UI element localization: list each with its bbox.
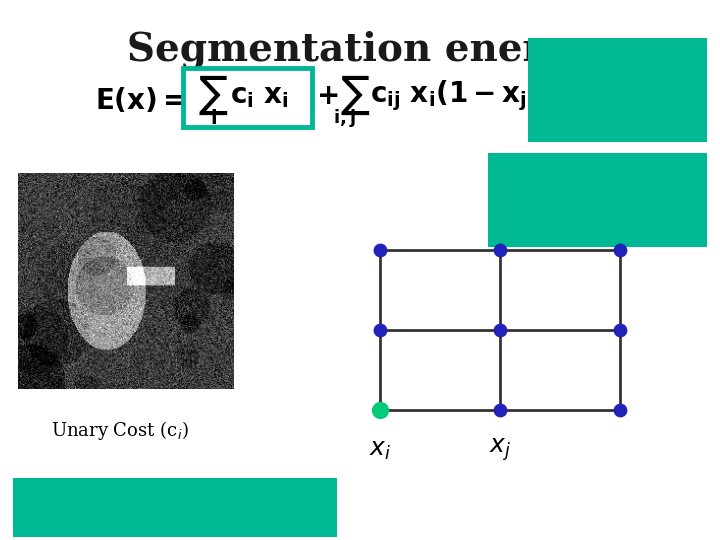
Text: n = number of: n = number of [500,171,645,189]
Point [374,406,386,414]
FancyBboxPatch shape [13,478,337,537]
FancyBboxPatch shape [488,153,707,247]
Point [494,326,505,334]
Text: 1 $\rightarrow$ bg: 1 $\rightarrow$ bg [583,107,652,129]
FancyBboxPatch shape [528,38,707,142]
Text: $x_i$: $x_i$ [369,438,391,462]
Point [614,246,626,254]
Text: $\mathbf{\sum}$: $\mathbf{\sum}$ [198,73,228,117]
Text: $\mathbf{\sum}$: $\mathbf{\sum}$ [340,73,370,117]
Text: Segmentation energy: Segmentation energy [127,31,593,69]
Text: $\mathbf{i,j}$: $\mathbf{i,j}$ [333,107,356,129]
Text: pixels: pixels [500,206,559,224]
Text: Bright: Bright [210,498,273,516]
Text: 0 $\rightarrow$ fg: 0 $\rightarrow$ fg [586,79,649,101]
Text: $x_j$: $x_j$ [489,437,511,463]
Text: $\mathbf{c_i\ x_i}$: $\mathbf{c_i\ x_i}$ [230,82,289,110]
Text: $\mathbf{i}$: $\mathbf{i}$ [210,109,217,127]
Text: $\mathbf{E(x) =}$: $\mathbf{E(x) =}$ [95,85,185,114]
Text: Unary Cost (c$_i$): Unary Cost (c$_i$) [51,418,189,442]
Point [494,406,505,414]
Point [614,406,626,414]
Text: $\mathbf{+}$: $\mathbf{+}$ [316,82,338,110]
Point [614,326,626,334]
Text: E: {0,1}$^n$ $\rightarrow$ R: E: {0,1}$^n$ $\rightarrow$ R [552,51,683,72]
Text: Dark (negative): Dark (negative) [30,498,189,516]
Point [374,326,386,334]
Point [494,246,505,254]
Text: $\mathbf{c_{ij}\ x_i(1-x_j)}$: $\mathbf{c_{ij}\ x_i(1-x_j)}$ [370,79,539,113]
Point [374,246,386,254]
